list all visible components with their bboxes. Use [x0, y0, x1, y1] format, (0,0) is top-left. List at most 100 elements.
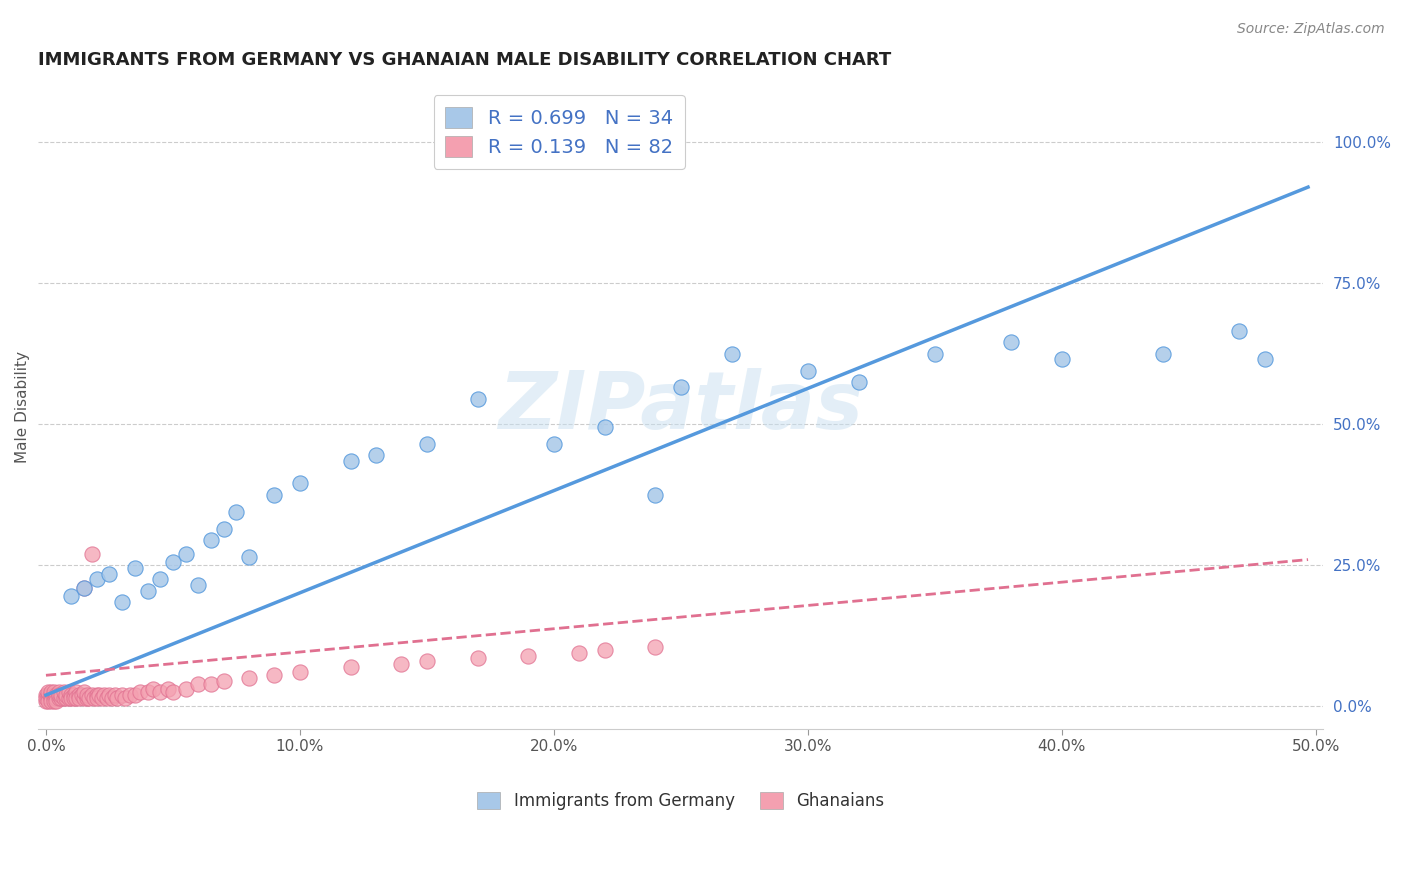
Point: [48, 690, 70, 705]
Point: [76, 690, 98, 705]
Point: [93, 688, 115, 702]
Point: [45, 694, 67, 708]
Point: [1000, 335, 1022, 350]
Point: [48, 688, 70, 702]
Point: [80, 547, 103, 561]
Point: [73, 581, 96, 595]
Point: [238, 671, 260, 685]
Point: [60, 690, 83, 705]
Point: [35, 694, 58, 708]
Point: [58, 685, 80, 699]
Point: [39, 688, 62, 702]
Point: [339, 454, 361, 468]
Point: [162, 556, 184, 570]
Point: [149, 685, 172, 699]
Point: [83, 690, 105, 705]
Point: [86, 690, 108, 705]
Point: [37, 690, 59, 705]
Point: [467, 651, 489, 665]
Y-axis label: Male Disability: Male Disability: [15, 351, 30, 463]
Point: [1229, 324, 1251, 338]
Point: [73, 690, 96, 705]
Point: [288, 665, 311, 680]
Point: [39, 694, 62, 708]
Point: [73, 581, 96, 595]
Point: [848, 375, 870, 389]
Point: [129, 685, 152, 699]
Point: [111, 688, 134, 702]
Point: [37, 688, 59, 702]
Point: [80, 688, 103, 702]
Point: [39, 685, 62, 699]
Point: [35, 690, 58, 705]
Point: [720, 346, 742, 360]
Point: [111, 595, 134, 609]
Point: [42, 694, 65, 708]
Point: [263, 668, 285, 682]
Point: [1254, 352, 1277, 367]
Point: [45, 690, 67, 705]
Point: [55, 690, 77, 705]
Point: [797, 363, 820, 377]
Point: [136, 583, 159, 598]
Point: [52, 690, 75, 705]
Point: [105, 690, 128, 705]
Point: [187, 677, 209, 691]
Point: [924, 346, 946, 360]
Point: [174, 547, 197, 561]
Point: [416, 437, 439, 451]
Point: [98, 688, 121, 702]
Point: [63, 690, 86, 705]
Point: [124, 561, 146, 575]
Point: [467, 392, 489, 406]
Point: [65, 690, 87, 705]
Point: [200, 677, 222, 691]
Point: [644, 640, 666, 654]
Point: [1152, 346, 1174, 360]
Point: [98, 566, 121, 581]
Point: [136, 685, 159, 699]
Point: [52, 685, 75, 699]
Point: [288, 476, 311, 491]
Point: [568, 646, 591, 660]
Point: [238, 549, 260, 564]
Point: [35, 688, 58, 702]
Point: [96, 690, 118, 705]
Point: [118, 688, 141, 702]
Point: [644, 488, 666, 502]
Point: [593, 420, 616, 434]
Point: [42, 685, 65, 699]
Point: [51, 688, 73, 702]
Point: [101, 690, 124, 705]
Point: [149, 572, 172, 586]
Point: [156, 682, 179, 697]
Point: [162, 685, 184, 699]
Point: [73, 685, 96, 699]
Point: [225, 505, 247, 519]
Point: [42, 688, 65, 702]
Point: [86, 572, 108, 586]
Point: [63, 688, 86, 702]
Text: IMMIGRANTS FROM GERMANY VS GHANAIAN MALE DISABILITY CORRELATION CHART: IMMIGRANTS FROM GERMANY VS GHANAIAN MALE…: [38, 51, 891, 69]
Point: [65, 685, 87, 699]
Point: [174, 682, 197, 697]
Point: [416, 654, 439, 668]
Text: ZIPatlas: ZIPatlas: [498, 368, 863, 446]
Point: [70, 688, 93, 702]
Point: [58, 690, 80, 705]
Point: [48, 685, 70, 699]
Point: [593, 643, 616, 657]
Point: [67, 688, 90, 702]
Point: [103, 688, 125, 702]
Text: Source: ZipAtlas.com: Source: ZipAtlas.com: [1237, 22, 1385, 37]
Legend: Immigrants from Germany, Ghanaians: Immigrants from Germany, Ghanaians: [467, 782, 894, 821]
Point: [517, 648, 540, 663]
Point: [39, 690, 62, 705]
Point: [67, 690, 90, 705]
Point: [364, 448, 387, 462]
Point: [37, 694, 59, 708]
Point: [212, 522, 235, 536]
Point: [42, 690, 65, 705]
Point: [1050, 352, 1073, 367]
Point: [263, 488, 285, 502]
